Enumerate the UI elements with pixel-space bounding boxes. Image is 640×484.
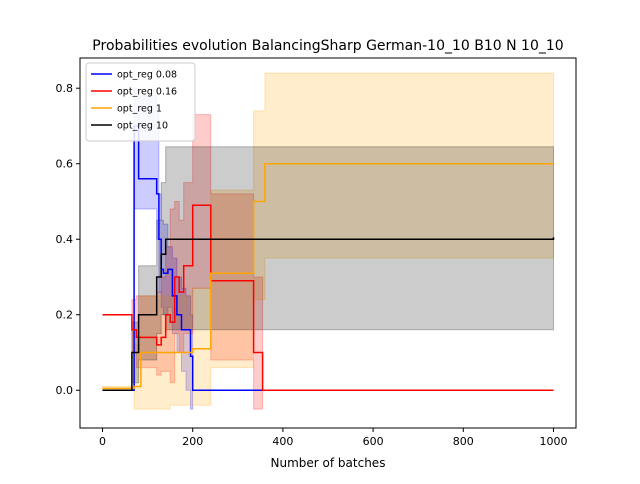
chart-title: Probabilities evolution BalancingSharp G… (92, 38, 563, 54)
y-tick-label: 0.8 (56, 82, 74, 95)
y-axis-ticks: 0.0 0.2 0.4 0.6 0.8 (56, 82, 80, 397)
legend: opt_reg 0.08 opt_reg 0.16 opt_reg 1 opt_reg… (85, 62, 196, 142)
x-axis-label: Number of batches (271, 456, 386, 470)
plot-frame (79, 57, 577, 429)
line-series-2 (102, 162, 554, 390)
band-series-2 (102, 72, 554, 410)
series-lines (102, 125, 555, 391)
line-series-3 (102, 237, 555, 391)
x-tick-label: 400 (272, 435, 293, 448)
x-axis-ticks: 0 200 400 600 800 1000 (99, 428, 567, 448)
y-tick-label: 0.4 (56, 233, 74, 246)
line-series-1 (102, 204, 554, 391)
y-tick-label: 0.0 (56, 384, 74, 397)
legend-box (85, 62, 196, 142)
y-tick-label: 0.2 (56, 309, 74, 322)
x-tick-label: 800 (453, 435, 474, 448)
x-tick-label: 1000 (539, 435, 567, 448)
legend-label-1: opt_reg 0.16 (117, 87, 177, 98)
legend-label-2: opt_reg 1 (117, 104, 162, 115)
legend-label-0: opt_reg 0.08 (117, 70, 177, 81)
x-tick-label: 200 (182, 435, 203, 448)
x-tick-label: 0 (99, 435, 106, 448)
y-tick-label: 0.6 (56, 158, 74, 171)
line-series-0 (102, 125, 554, 391)
x-tick-label: 600 (363, 435, 384, 448)
legend-label-3: opt_reg 10 (117, 121, 168, 132)
